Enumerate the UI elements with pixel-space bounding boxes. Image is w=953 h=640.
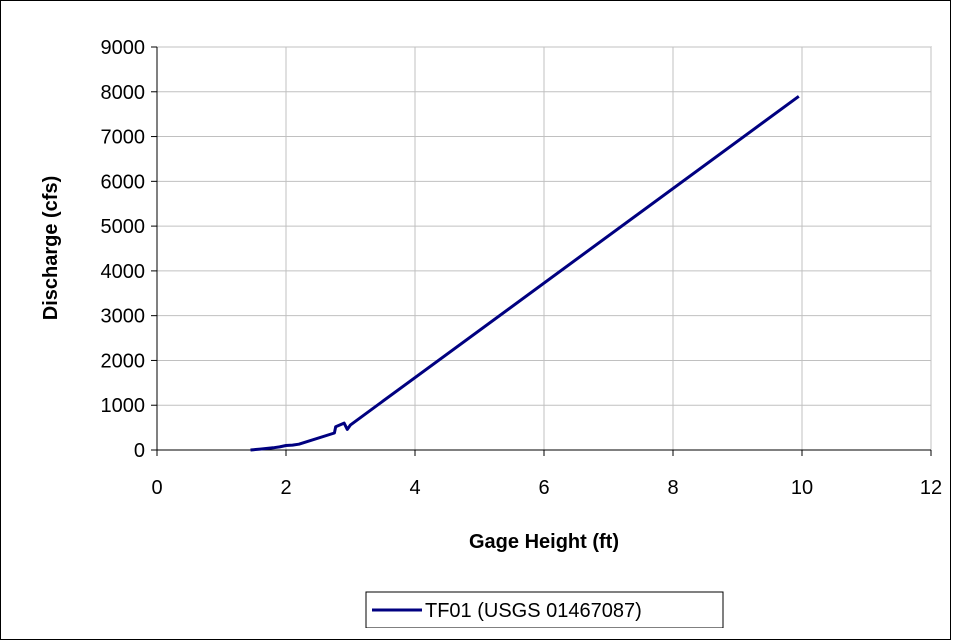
legend: TF01 (USGS 01467087) bbox=[365, 591, 724, 628]
axes bbox=[151, 46, 932, 456]
x-tick-label: 4 bbox=[409, 477, 420, 499]
y-tick-label: 9000 bbox=[101, 37, 146, 59]
y-tick-label: 5000 bbox=[101, 216, 146, 238]
tick-labels: 0 1000 2000 3000 4000 5000 6000 7000 8000 9000 0 2 4… bbox=[101, 37, 943, 499]
y-tick-label: 3000 bbox=[101, 306, 146, 328]
x-axis-title: Gage Height (ft) bbox=[469, 531, 619, 553]
series-layer bbox=[250, 95, 800, 452]
legend-box bbox=[365, 591, 724, 628]
y-tick-label: 1000 bbox=[101, 395, 146, 417]
x-tick-label: 8 bbox=[667, 477, 678, 499]
x-tick-label: 0 bbox=[151, 477, 162, 499]
y-tick-label: 8000 bbox=[101, 82, 146, 104]
y-tick-label: 4000 bbox=[101, 261, 146, 283]
x-tick-label: 6 bbox=[538, 477, 549, 499]
series-line-tf01 bbox=[250, 95, 800, 452]
x-tick-label: 10 bbox=[791, 477, 813, 499]
y-tick-label: 0 bbox=[134, 440, 145, 462]
x-tick-label: 12 bbox=[920, 477, 942, 499]
y-tick-label: 2000 bbox=[101, 350, 146, 372]
grid-lines bbox=[157, 46, 932, 450]
y-axis-title: Discharge (cfs) bbox=[40, 176, 62, 321]
y-tick-label: 7000 bbox=[101, 127, 146, 149]
y-tick-label: 6000 bbox=[101, 171, 146, 193]
x-tick-label: 2 bbox=[280, 477, 291, 499]
legend-label-tf01: TF01 (USGS 01467087) bbox=[425, 600, 642, 622]
